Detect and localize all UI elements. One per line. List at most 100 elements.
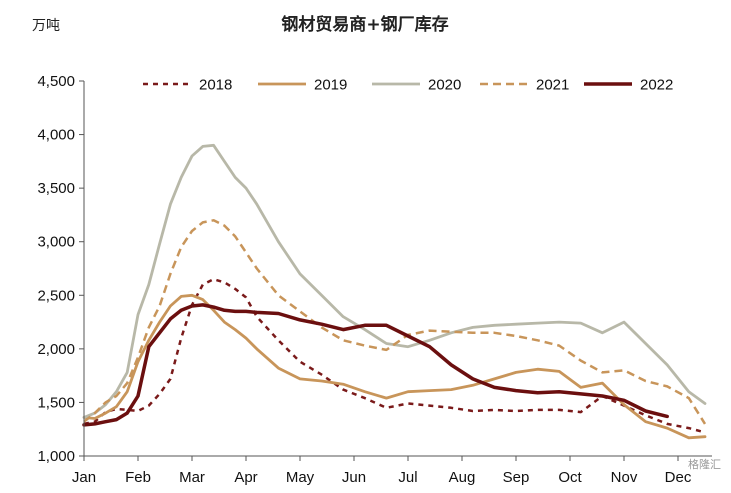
data-point-2021: [137, 357, 138, 358]
x-tick-label: Jun: [342, 469, 366, 486]
data-point-2019: [537, 369, 538, 370]
data-point-2022: [116, 419, 117, 420]
data-point-2022: [278, 313, 279, 314]
data-point-2022: [245, 311, 246, 312]
data-point-2021: [148, 327, 149, 328]
data-point-2022: [451, 364, 452, 365]
series-2020: [82, 143, 707, 419]
data-point-2020: [159, 243, 160, 244]
data-point-2021: [256, 268, 257, 269]
data-point-2020: [191, 155, 192, 156]
data-point-2022: [386, 325, 387, 326]
axes: 1,000 1,500 2,000 2,500 3,000 3,500 4,000 4,500…: [37, 73, 712, 486]
data-point-2018: [407, 403, 408, 404]
data-point-2019: [181, 296, 182, 297]
data-point-2019: [494, 378, 495, 379]
data-point-2019: [245, 338, 246, 339]
x-tick-label: Jan: [72, 469, 96, 486]
data-point-2020: [515, 324, 516, 325]
data-point-2020: [245, 188, 246, 189]
data-point-2022: [407, 335, 408, 336]
data-point-2018: [451, 407, 452, 408]
data-point-2021: [105, 402, 106, 403]
x-tick-label: Nov: [611, 469, 638, 486]
series-line-2019: [82, 293, 707, 440]
chart-title: 钢材贸易商+钢厂库存: [281, 14, 448, 35]
data-point-2018: [159, 393, 160, 394]
data-point-2022: [159, 332, 160, 333]
data-point-2021: [559, 345, 560, 346]
series-2021: [83, 219, 707, 425]
data-point-2018: [472, 410, 473, 411]
data-point-2018: [645, 415, 646, 416]
y-tick-label: 3,500: [37, 180, 75, 197]
data-point-2019: [559, 371, 560, 372]
legend-label-2022: 2022: [640, 77, 673, 94]
data-point-2021: [429, 330, 430, 331]
data-point-2022: [494, 387, 495, 388]
data-point-2021: [224, 225, 225, 226]
data-point-2018: [515, 410, 516, 411]
series-2018: [83, 277, 706, 434]
data-point-2022: [181, 310, 182, 311]
data-point-2020: [127, 372, 128, 373]
data-point-2020: [602, 332, 603, 333]
data-point-2018: [213, 279, 214, 280]
data-point-2019: [94, 418, 95, 419]
legend-entry-2021: 2021: [480, 77, 569, 94]
data-point-2019: [116, 406, 117, 407]
data-point-2021: [245, 252, 246, 253]
legend-entry-2022: 2022: [584, 77, 673, 94]
data-point-2021: [580, 360, 581, 361]
data-point-2020: [494, 325, 495, 326]
data-point-2021: [213, 220, 214, 221]
data-point-2021: [386, 349, 387, 350]
data-point-2018: [429, 405, 430, 406]
data-point-2018: [235, 288, 236, 289]
data-point-2018: [181, 338, 182, 339]
data-point-2019: [127, 391, 128, 392]
data-point-2020: [321, 295, 322, 296]
data-point-2019: [170, 305, 171, 306]
data-point-2021: [127, 383, 128, 384]
data-point-2022: [472, 378, 473, 379]
data-point-2019: [213, 310, 214, 311]
series-line-2022: [82, 303, 669, 427]
data-point-2021: [451, 331, 452, 332]
data-point-2019: [472, 385, 473, 386]
data-point-2021: [645, 380, 646, 381]
x-tick-label: Sep: [503, 469, 530, 486]
data-point-2021: [623, 370, 624, 371]
data-point-2021: [688, 398, 689, 399]
data-point-2021: [494, 332, 495, 333]
data-point-2020: [580, 323, 581, 324]
data-point-2018: [559, 409, 560, 410]
data-point-2022: [213, 307, 214, 308]
data-point-2020: [364, 329, 365, 330]
data-point-2021: [299, 311, 300, 312]
data-point-2022: [127, 413, 128, 414]
data-point-2021: [170, 273, 171, 274]
data-point-2022: [235, 311, 236, 312]
data-point-2022: [645, 410, 646, 411]
data-point-2020: [148, 284, 149, 285]
data-point-2020: [170, 204, 171, 205]
data-point-2018: [137, 410, 138, 411]
series-line-2020: [82, 143, 707, 419]
data-point-2019: [515, 372, 516, 373]
x-tick-label: Aug: [449, 469, 476, 486]
data-point-2019: [667, 428, 668, 429]
legend-label-2021: 2021: [536, 77, 569, 94]
data-point-2018: [245, 297, 246, 298]
data-point-2018: [202, 284, 203, 285]
data-point-2022: [623, 400, 624, 401]
data-point-2022: [94, 423, 95, 424]
data-point-2022: [343, 329, 344, 330]
data-point-2019: [235, 329, 236, 330]
data-point-2021: [116, 395, 117, 396]
data-point-2021: [704, 423, 705, 424]
data-point-2018: [667, 423, 668, 424]
data-point-2020: [407, 346, 408, 347]
x-tick-label: May: [286, 469, 315, 486]
series-line-2018: [83, 277, 706, 434]
